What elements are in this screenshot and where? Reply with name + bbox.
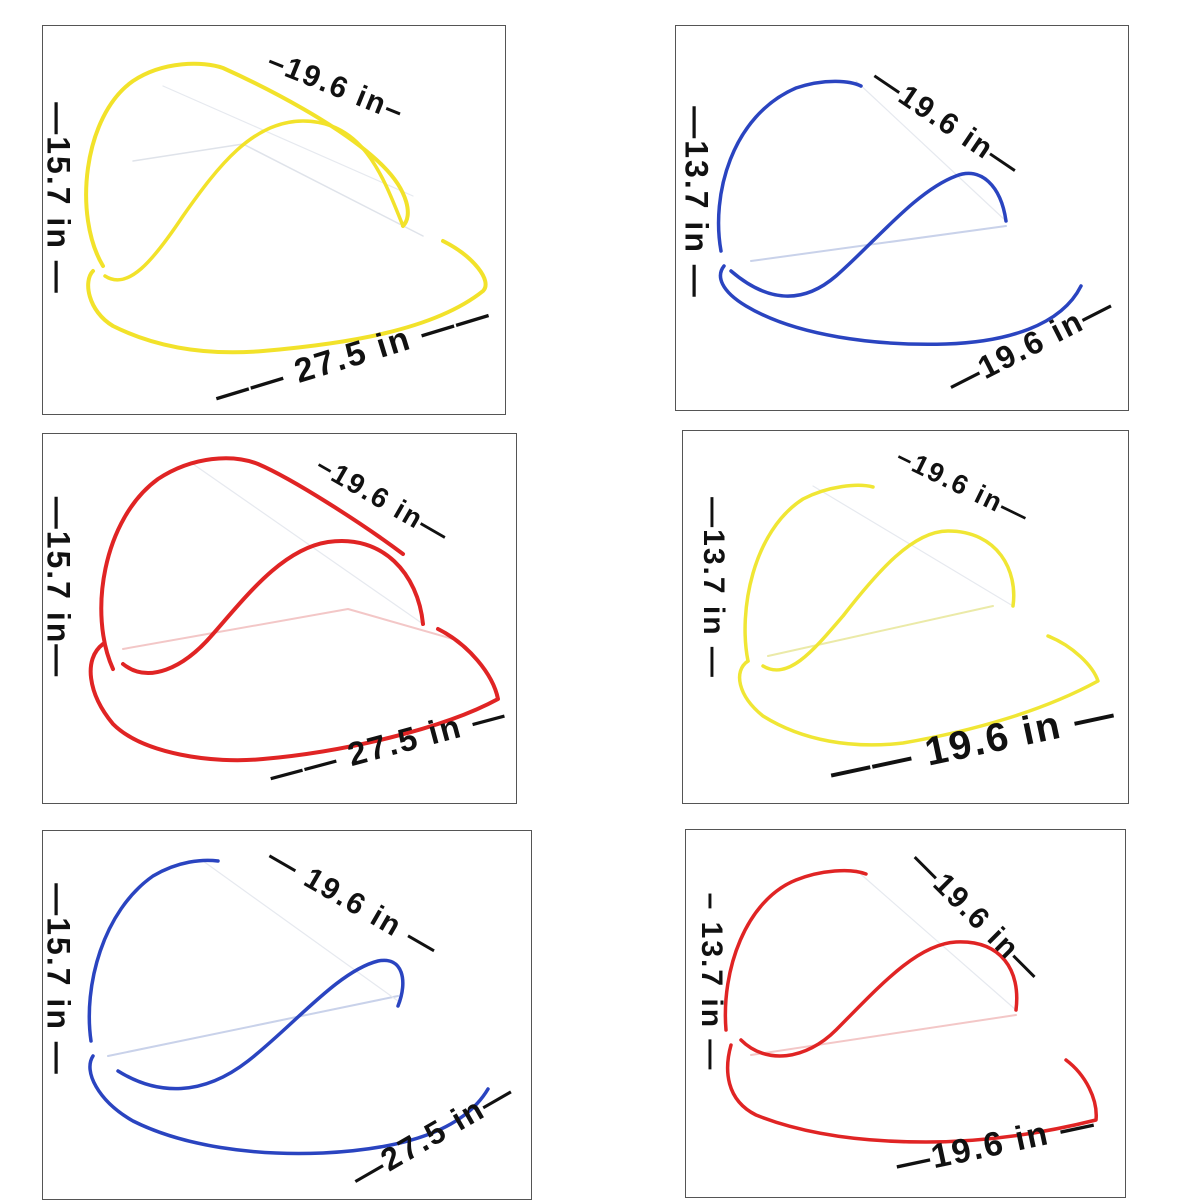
net-tent-illustration [716, 79, 1083, 346]
product-panel-red-small: – 13.7 in — —19.6 in— —19.6 in — [685, 829, 1126, 1198]
net-tent-illustration [87, 858, 490, 1156]
net-tent-illustration [84, 61, 488, 355]
product-panel-yellow-large: —15.7 in — –19.6 in– —— 27.5 in —— [42, 25, 506, 415]
net-tent-illustration [723, 868, 1098, 1144]
product-panel-blue-small: —13.7 in — —19.6 in— —19.6 in— [675, 25, 1129, 411]
height-dimension-label: —13.7 in — [678, 106, 715, 299]
height-dimension-label: —15.7 in— [42, 496, 77, 679]
height-dimension-label: —15.7 in — [42, 883, 77, 1076]
height-dimension-label: —15.7 in — [42, 102, 77, 295]
product-panel-red-large: —15.7 in— –19.6 in— —— 27.5 in — [42, 433, 517, 804]
product-panel-yellow-small: —13.7 in — –19.6 in— —— 19.6 in — [682, 430, 1129, 804]
height-dimension-label: —13.7 in — [697, 497, 730, 679]
height-dimension-label: – 13.7 in — [695, 892, 728, 1072]
net-tent-illustration [88, 456, 500, 763]
net-tent-illustration [737, 483, 1100, 747]
product-panel-blue-large: —15.7 in — — 19.6 in — —27.5 in— [42, 830, 532, 1200]
